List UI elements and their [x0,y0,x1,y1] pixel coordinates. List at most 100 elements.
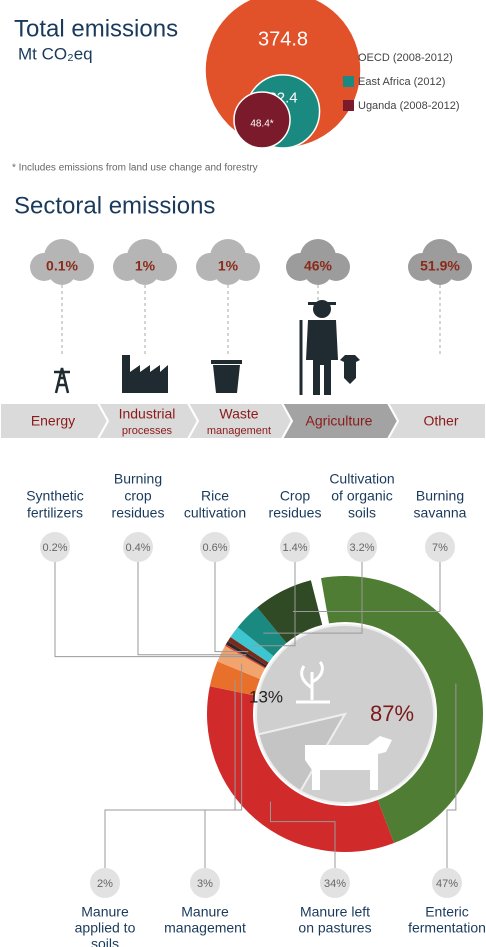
sector-sublabel: management [207,425,271,437]
legend-label: OECD (2008-2012) [358,52,453,64]
donut-slice [321,576,483,844]
cloud-puff [131,257,159,285]
bubble [233,91,291,149]
donut-category: Synthetic [26,488,84,504]
cloud [286,239,350,285]
donut-slice [230,627,274,663]
donut-category: Manure [81,904,129,920]
donut-category: on pastures [298,920,371,936]
donut-category: cultivation [184,505,246,521]
value-badge [280,532,310,562]
sector-banner [386,402,486,440]
connector [446,683,457,868]
value-badge [320,868,350,898]
inner-slice [255,624,435,804]
donut-category: management [164,920,246,936]
subtitle: Mt CO₂eq [18,44,93,63]
inner-label: 13% [249,687,283,706]
bubble-label: 48.4* [250,119,273,130]
donut-category: fermentation [408,920,486,936]
value-badge [90,868,120,898]
donut-category: Manure left [300,904,370,920]
cloud [196,239,260,285]
donut-category: savanna [414,505,467,521]
sector-label: Energy [31,413,75,429]
value-badge [190,868,220,898]
donut-slice [257,580,323,644]
donut-slice [237,607,287,657]
legend-swatch [343,100,354,111]
connector [269,801,336,868]
value-badge [432,868,462,898]
legend-label: East Africa (2012) [358,76,445,88]
section-title: Sectoral emissions [14,192,215,219]
donut-category: residues [269,505,322,521]
icon-tower [54,367,70,394]
connector [252,562,296,647]
donut-category: soils [91,936,119,947]
cloud-puff [48,257,76,285]
donut-category: Rice [201,488,229,504]
legend-label: Uganda (2008-2012) [358,100,460,112]
donut-category: fertilizers [27,505,83,521]
donut-slice [217,645,266,679]
sector-label: Other [423,413,458,429]
sector-value: 46% [304,258,333,274]
connector [54,562,246,658]
donut-category: Cultivation [329,471,394,487]
cloud [113,239,177,285]
donut-category: Manure [181,904,229,920]
donut-value-label: 34% [324,878,346,890]
donut-value-label: 7% [432,542,448,554]
donut-category: soils [348,505,376,521]
donut-category: Burning [114,471,162,487]
icon-cow [340,355,360,384]
donut-value-label: 0.2% [42,542,67,554]
connector [104,663,243,868]
sector-label: Agriculture [306,413,373,429]
value-badge [40,532,70,562]
donut-value-label: 1.4% [282,542,307,554]
icon-plant [296,660,330,704]
footnote: * Includes emissions from land use chang… [12,163,258,174]
legend-swatch [343,76,354,87]
inner-label: 87% [370,701,414,726]
inner-slice [257,712,348,793]
cloud-puff [304,257,332,285]
cloud [408,239,472,285]
value-badge [123,532,153,562]
icon-factory [122,355,168,393]
donut-category: of organic [331,488,392,504]
value-badge [347,532,377,562]
donut-value-label: 3% [197,878,213,890]
cloud-puff [214,257,242,285]
title: Total emissions [14,15,178,42]
donut-value-label: 0.4% [125,542,150,554]
sector-label: Waste [219,406,258,422]
sector-value: 1% [135,258,156,274]
donut-slice [207,686,395,853]
sector-value: 1% [218,258,239,274]
sector-value: 51.9% [420,258,460,274]
icon-cow-large [305,736,392,790]
legend-swatch [343,52,354,63]
donut-category: crop [124,488,151,504]
connector [137,562,247,656]
donut-slice [209,661,260,696]
cloud-puff [426,257,454,285]
icon-farmer-body [306,302,338,395]
value-badge [425,532,455,562]
sector-label: Industrial [119,406,176,422]
donut-value-label: 2% [97,878,113,890]
cloud [30,239,94,285]
sector-sublabel: processes [122,425,173,437]
donut-category: Burning [416,488,464,504]
connector [214,562,249,653]
donut-value-label: 47% [436,878,458,890]
donut-category: residues [112,505,165,521]
sector-value: 0.1% [46,258,78,274]
connector [263,562,363,634]
value-badge [200,532,230,562]
donut-value-label: 0.6% [202,542,227,554]
